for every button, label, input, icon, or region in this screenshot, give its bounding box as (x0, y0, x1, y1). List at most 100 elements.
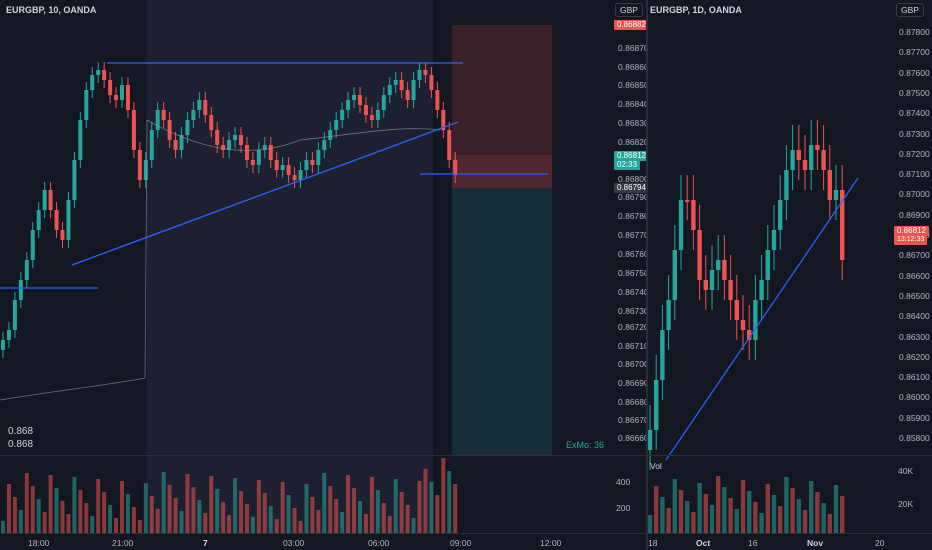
candle-body (244, 145, 249, 160)
volume-bar (209, 476, 214, 533)
daily-candle-body (833, 190, 839, 200)
right-price-tick: 0.87000 (899, 189, 930, 200)
candle-body (352, 95, 357, 100)
right-price-tick: 0.87700 (899, 47, 930, 58)
daily-candle-body (685, 200, 690, 202)
left-price-tick: 0.86680 (618, 397, 648, 407)
right-chart-pane[interactable]: EURGBP, 1D, OANDA Vol (648, 0, 892, 550)
volume-bar (179, 511, 184, 533)
volume-bar (239, 491, 243, 533)
left-chart-canvas[interactable] (0, 0, 612, 550)
right-time-label: 18 (648, 538, 658, 548)
left-chart-pane[interactable]: EURGBP, 10, OANDA GBP 0.868 0.868 ExMo: … (0, 0, 612, 550)
candle-body (328, 130, 333, 140)
candle-body (429, 75, 434, 90)
volume-bar (435, 495, 440, 533)
volume-bar (441, 458, 446, 533)
volume-bar (215, 489, 220, 533)
right-currency-badge[interactable]: GBP (896, 3, 924, 17)
daily-volume-bar (716, 476, 721, 533)
right-time-divider (648, 533, 932, 534)
daily-volume-bar (771, 495, 777, 533)
candle-body (268, 145, 273, 160)
left-price-tick: 0.86830 (618, 118, 648, 128)
candle-body (125, 85, 130, 110)
volume-bar (447, 471, 452, 533)
volume-bar (72, 477, 77, 533)
daily-candle-body (815, 145, 820, 150)
right-price-axis[interactable]: GBP 0.87800 0.87700 0.87600 0.87500 0.87400 0… (892, 0, 932, 550)
candle-body (417, 70, 422, 80)
candle-body (393, 80, 398, 85)
daily-candle-body (802, 160, 808, 170)
left-time-divider (0, 533, 648, 534)
volume-bar (363, 514, 368, 533)
candle-body (185, 120, 190, 135)
left-price-axis[interactable]: GBP 0.86870 0.86860 0.86850 0.86840 0.86830 0… (612, 0, 648, 550)
daily-candle-body (678, 200, 684, 250)
vol-label: Vol (650, 461, 662, 471)
right-volume-tick-40k: 40K (898, 466, 914, 476)
candle-body (6, 330, 11, 340)
volume-bar (310, 497, 315, 533)
right-price-tick: 0.86200 (899, 351, 930, 362)
left-volume-divider[interactable] (0, 455, 648, 456)
daily-volume-bar (753, 502, 758, 533)
volume-bar (66, 514, 71, 533)
candle-body (334, 120, 339, 130)
left-price-tick: 0.86800 (618, 174, 648, 184)
daily-volume-bar (734, 509, 739, 533)
right-price-tick: 0.86900 (899, 209, 930, 220)
left-value-2: 0.868 (8, 439, 34, 450)
daily-volume-bar (728, 498, 733, 533)
candle-body (173, 140, 178, 150)
daily-candle-body (666, 300, 671, 330)
daily-volume-bar (765, 484, 770, 533)
left-currency-badge[interactable]: GBP (615, 3, 643, 17)
right-price-tick: 0.85800 (899, 433, 930, 443)
daily-volume-bar (672, 479, 677, 533)
daily-volume-bar (827, 514, 832, 533)
volume-bar (369, 477, 374, 533)
pane-divider-vertical[interactable] (646, 0, 648, 550)
candle-body (161, 110, 166, 120)
volume-bar (250, 517, 255, 533)
volume-bar (114, 518, 119, 533)
candle-body (179, 135, 184, 150)
right-chart-canvas[interactable] (648, 0, 892, 550)
volume-bar (203, 513, 208, 533)
candle-body (54, 210, 59, 230)
left-price-tick: 0.86670 (618, 415, 648, 425)
right-price-tick: 0.85900 (899, 412, 930, 423)
daily-volume-bar (685, 501, 690, 533)
left-time-label: 12:00 (540, 538, 562, 548)
right-price-tick: 0.87800 (899, 27, 930, 37)
right-countdown-tag: 13:12:33 (894, 235, 928, 245)
daily-candle-body (784, 170, 789, 200)
volume-bar (322, 473, 327, 533)
current-price-tag: 0.86812 (614, 151, 648, 161)
left-chart-title: EURGBP, 10, OANDA (6, 5, 97, 15)
daily-trendline (665, 177, 859, 461)
daily-candle-body (740, 320, 746, 330)
right-volume-divider[interactable] (648, 455, 932, 456)
volume-bar (78, 490, 83, 533)
left-price-tick: 0.86750 (618, 268, 648, 278)
daily-candle-body (796, 150, 801, 160)
left-price-tick: 0.86840 (618, 99, 648, 109)
candle-body (399, 80, 404, 90)
daily-volume-bar (740, 480, 746, 533)
daily-volume-bar (815, 492, 820, 533)
daily-volume-bar (648, 515, 653, 533)
left-value-1: 0.868 (8, 426, 34, 437)
volume-bar (352, 488, 357, 533)
volume-bar (381, 503, 386, 533)
daily-candle-body (809, 145, 814, 170)
candle-body (405, 90, 410, 100)
left-time-label: 21:00 (112, 538, 134, 548)
candle-body (310, 160, 315, 165)
rising-trendline (71, 121, 459, 266)
stop-loss-zone-near (452, 155, 552, 188)
candle-body (78, 120, 83, 160)
volume-bar (42, 512, 47, 533)
